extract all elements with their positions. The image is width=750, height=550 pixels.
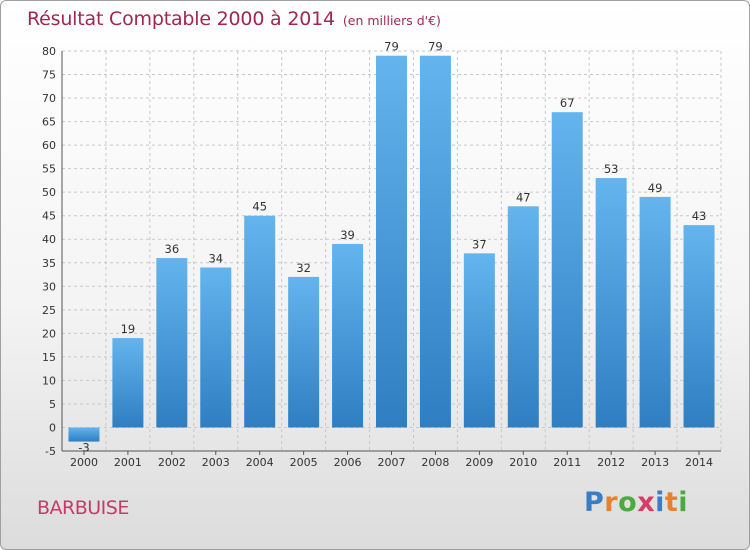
y-tick-label: 60	[42, 139, 56, 152]
data-label: 19	[121, 322, 136, 336]
data-label: 36	[165, 242, 180, 256]
x-tick-label: 2002	[158, 456, 186, 469]
x-tick-label: 2004	[246, 456, 274, 469]
bar	[507, 206, 539, 428]
title-text: Résultat Comptable 2000 à 2014	[27, 8, 335, 30]
data-labels: -3 19 36 34 45 32 39 79 79 37 47 67 53 49 43	[78, 40, 706, 455]
x-tick-label: 2010	[509, 456, 537, 469]
bar	[288, 276, 320, 428]
bar	[595, 178, 627, 428]
data-label: 43	[692, 209, 707, 223]
y-tick-label: 80	[42, 45, 56, 58]
proxiti-logo: Proxiti	[584, 487, 688, 518]
bar	[244, 215, 276, 428]
logo-letter: r	[604, 487, 619, 518]
x-tick-label: 2006	[334, 456, 362, 469]
bar	[463, 253, 495, 428]
data-label: 47	[516, 190, 531, 204]
data-label: 39	[340, 228, 355, 242]
data-label: 79	[384, 40, 399, 54]
bar	[68, 427, 100, 442]
bar	[639, 196, 671, 428]
x-tick-label: 2007	[378, 456, 406, 469]
x-tick-label: 2012	[597, 456, 625, 469]
y-tick-label: 10	[42, 374, 56, 387]
x-tick-label: 2000	[70, 456, 98, 469]
logo-letter: o	[618, 487, 638, 518]
data-label: 49	[648, 181, 663, 195]
data-label: 34	[208, 251, 223, 265]
y-tick-label: 55	[42, 163, 56, 176]
x-tick-label: 2008	[421, 456, 449, 469]
y-tick-label: 5	[49, 398, 56, 411]
data-label: 37	[472, 237, 487, 251]
chart-title: Résultat Comptable 2000 à 2014 (en millie…	[27, 8, 441, 30]
y-tick-label: 50	[42, 186, 56, 199]
logo-letter: i	[655, 487, 665, 518]
y-tick-label: 65	[42, 116, 56, 129]
bar	[112, 338, 144, 428]
x-tick-label: 2013	[641, 456, 669, 469]
y-tick-label: 25	[42, 304, 56, 317]
data-label: 32	[296, 261, 311, 275]
bar	[551, 112, 583, 428]
y-tick-label: 30	[42, 280, 56, 293]
bar	[419, 55, 451, 428]
bar	[156, 258, 188, 428]
bar	[376, 55, 407, 428]
y-tick-label: 70	[42, 92, 56, 105]
x-tick-label: 2003	[202, 456, 230, 469]
axes: -5 0 5 10 15 20 25 30 35 40 45 50 55 60 65 70 75 80 2000 20…	[42, 45, 721, 469]
bar	[332, 243, 364, 428]
x-tick-label: 2011	[553, 456, 581, 469]
logo-letter: P	[584, 487, 605, 518]
unit-note: (en milliers d'€)	[342, 13, 441, 28]
data-label: 79	[428, 40, 443, 54]
y-tick-label: 75	[42, 69, 56, 82]
y-tick-label: -5	[45, 445, 56, 458]
x-tick-label: 2014	[685, 456, 713, 469]
logo-letter: t	[664, 487, 679, 518]
y-tick-label: 40	[42, 233, 56, 246]
logo-letter: x	[637, 487, 656, 518]
data-label: 53	[604, 162, 619, 176]
x-tick-label: 2005	[290, 456, 318, 469]
y-tick-label: 0	[49, 421, 56, 434]
x-tick-label: 2009	[465, 456, 493, 469]
commune-name: BARBUISE	[37, 497, 129, 519]
y-tick-label: 45	[42, 210, 56, 223]
y-tick-label: 35	[42, 257, 56, 270]
bar	[200, 267, 232, 428]
data-label: 45	[252, 200, 267, 214]
logo-letter: i	[678, 487, 689, 518]
data-label: -3	[78, 440, 89, 454]
y-tick-label: 15	[42, 351, 56, 364]
data-label: 67	[560, 96, 575, 110]
y-tick-label: 20	[42, 327, 56, 340]
x-tick-label: 2001	[114, 456, 142, 469]
bars	[68, 55, 715, 442]
bar	[683, 225, 715, 428]
